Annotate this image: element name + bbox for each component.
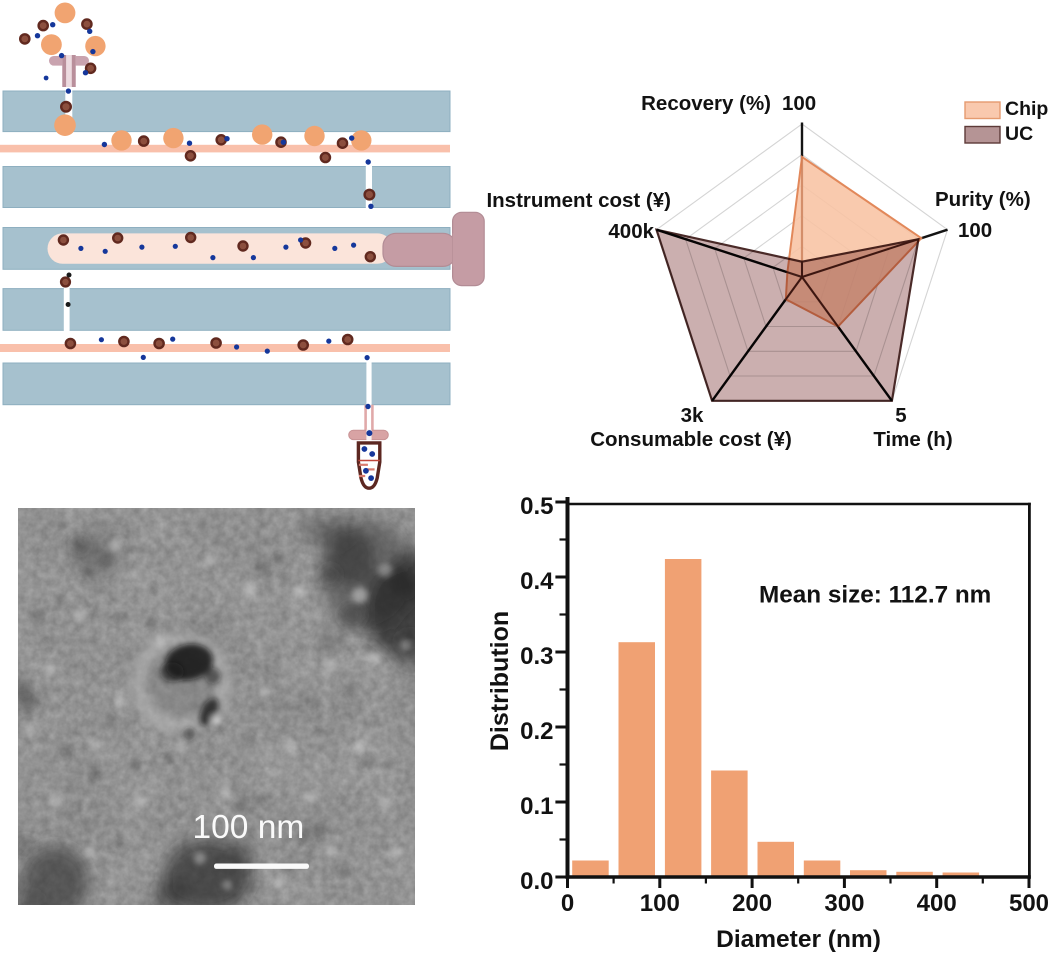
- svg-text:Time (h): Time (h): [873, 428, 952, 451]
- svg-text:0: 0: [561, 890, 574, 917]
- svg-text:400k: 400k: [608, 220, 654, 243]
- svg-text:200: 200: [732, 890, 772, 917]
- svg-text:0.1: 0.1: [520, 793, 553, 820]
- svg-text:0.3: 0.3: [520, 643, 553, 670]
- svg-text:Distribution: Distribution: [486, 611, 514, 751]
- svg-text:Diameter (nm): Diameter (nm): [716, 926, 881, 953]
- svg-text:Recovery (%): Recovery (%): [641, 92, 771, 115]
- svg-text:3k: 3k: [681, 404, 704, 427]
- svg-text:Instrument cost (¥): Instrument cost (¥): [486, 189, 671, 212]
- svg-text:5: 5: [895, 404, 906, 427]
- svg-text:100: 100: [782, 92, 816, 115]
- svg-text:Mean size: 112.7 nm: Mean size: 112.7 nm: [759, 582, 991, 609]
- svg-text:0.5: 0.5: [520, 493, 553, 520]
- svg-text:400: 400: [917, 890, 957, 917]
- svg-text:Purity (%): Purity (%): [935, 188, 1031, 211]
- svg-text:100: 100: [640, 890, 680, 917]
- svg-text:Consumable cost (¥): Consumable cost (¥): [590, 428, 792, 451]
- svg-text:500: 500: [1009, 890, 1049, 917]
- svg-text:100: 100: [958, 219, 992, 242]
- svg-text:0.2: 0.2: [520, 718, 553, 745]
- svg-text:UC: UC: [1005, 123, 1033, 145]
- svg-text:0.0: 0.0: [520, 868, 553, 895]
- svg-text:0.4: 0.4: [520, 568, 554, 595]
- svg-text:Chip: Chip: [1005, 98, 1048, 120]
- svg-text:300: 300: [824, 890, 864, 917]
- svg-text:100 nm: 100 nm: [193, 809, 305, 846]
